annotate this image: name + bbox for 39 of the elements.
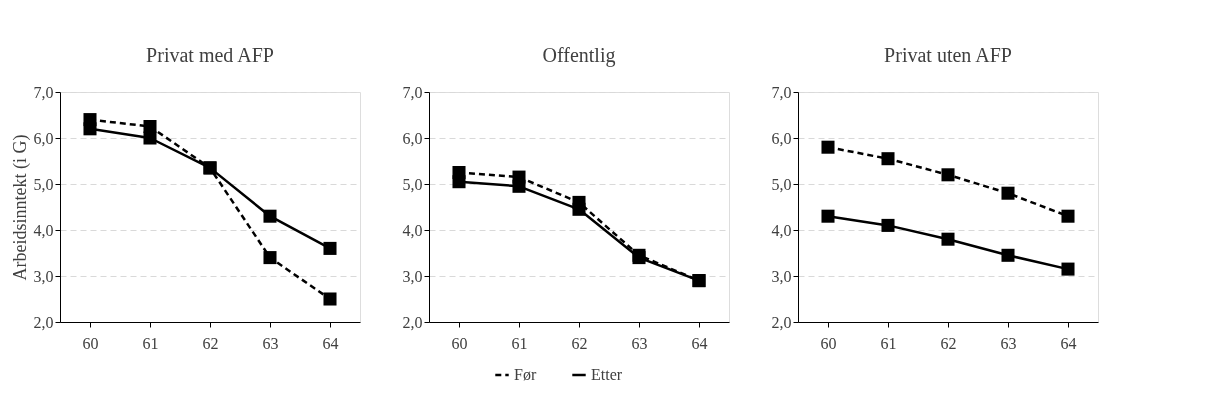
y-tick-label: 2,0 xyxy=(402,313,423,331)
x-tick-label: 63 xyxy=(1000,334,1017,352)
y-tick-label: 6,0 xyxy=(771,129,792,147)
x-tick-label: 61 xyxy=(142,334,159,352)
x-tick-label: 62 xyxy=(202,334,219,352)
x-tick-label: 62 xyxy=(940,334,957,352)
y-tick-label: 7,0 xyxy=(771,83,792,101)
y-tick-label: 4,0 xyxy=(33,221,54,239)
y-tick-label: 7,0 xyxy=(33,83,54,101)
x-tick-label: 60 xyxy=(82,334,99,352)
x-tick-label: 60 xyxy=(820,334,837,352)
y-tick-label: 2,0 xyxy=(771,313,792,331)
y-tick-label: 3,0 xyxy=(33,267,54,285)
y-tick-label: 6,0 xyxy=(402,129,423,147)
y-tick-label: 5,0 xyxy=(402,175,423,193)
chart-title: Offentlig xyxy=(542,44,616,67)
y-tick-label: 5,0 xyxy=(33,175,54,193)
y-tick-label: 3,0 xyxy=(771,267,792,285)
y-tick-label: 2,0 xyxy=(33,313,54,331)
legend-label: Før xyxy=(514,366,537,383)
y-tick-label: 5,0 xyxy=(771,175,792,193)
x-tick-label: 64 xyxy=(691,334,708,352)
legend-label: Etter xyxy=(591,366,623,383)
y-tick-label: 7,0 xyxy=(402,83,423,101)
chart-title: Privat uten AFP xyxy=(884,44,1012,66)
x-tick-label: 61 xyxy=(511,334,528,352)
x-tick-label: 60 xyxy=(451,334,468,352)
x-tick-label: 62 xyxy=(571,334,588,352)
y-axis-title: Arbeidsinntekt (i G) xyxy=(9,134,31,281)
y-tick-label: 6,0 xyxy=(33,129,54,147)
y-tick-label: 3,0 xyxy=(402,267,423,285)
y-tick-label: 4,0 xyxy=(402,221,423,239)
x-tick-label: 63 xyxy=(262,334,279,352)
x-tick-label: 64 xyxy=(322,334,339,352)
y-tick-label: 4,0 xyxy=(771,221,792,239)
x-tick-label: 63 xyxy=(631,334,648,352)
x-tick-label: 61 xyxy=(880,334,897,352)
chart-title: Privat med AFP xyxy=(146,44,274,66)
x-tick-label: 64 xyxy=(1060,334,1077,352)
